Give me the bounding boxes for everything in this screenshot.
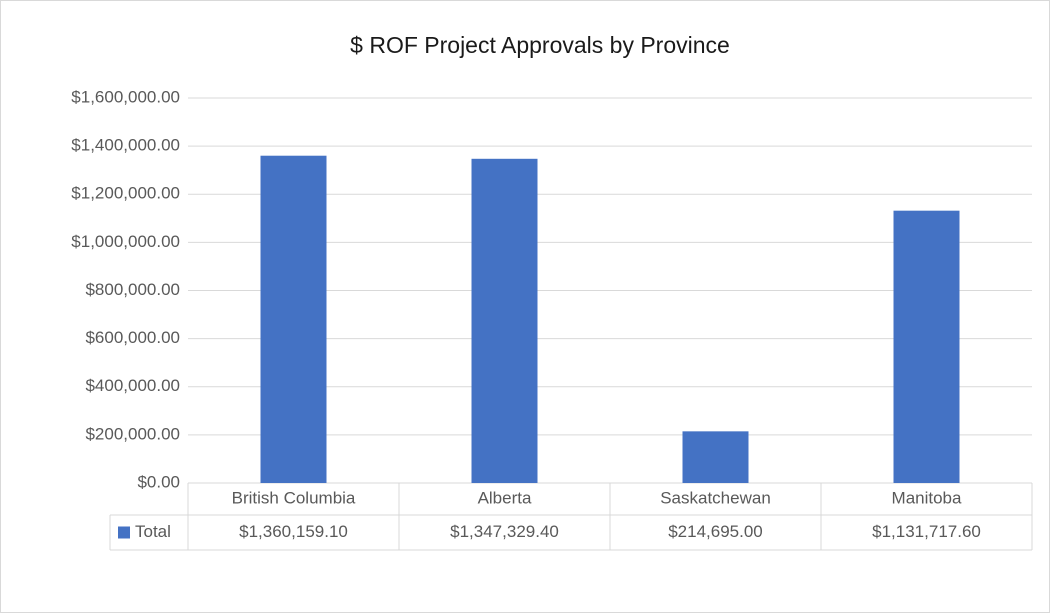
table-value: $214,695.00 [668,522,763,541]
y-tick-label: $800,000.00 [85,280,180,299]
y-tick-label: $1,400,000.00 [71,136,180,155]
y-tick-label: $0.00 [137,472,180,491]
y-tick-label: $400,000.00 [85,376,180,395]
legend-swatch [118,526,130,539]
chart-title: $ ROF Project Approvals by Province [350,32,730,58]
table-value: $1,131,717.60 [872,522,981,541]
bar [893,210,960,483]
x-tick-label: Manitoba [892,488,962,507]
y-tick-label: $200,000.00 [85,424,180,443]
table-value: $1,360,159.10 [239,522,348,541]
bar [260,155,327,483]
y-tick-label: $1,000,000.00 [71,232,180,251]
bar [682,431,749,483]
x-tick-label: Alberta [478,488,532,507]
legend-label: Total [135,522,171,541]
y-tick-label: $600,000.00 [85,328,180,347]
table-value: $1,347,329.40 [450,522,559,541]
x-tick-label: British Columbia [232,488,356,507]
bar [471,158,538,483]
x-tick-label: Saskatchewan [660,488,771,507]
y-tick-label: $1,200,000.00 [71,184,180,203]
y-tick-label: $1,600,000.00 [71,87,180,106]
